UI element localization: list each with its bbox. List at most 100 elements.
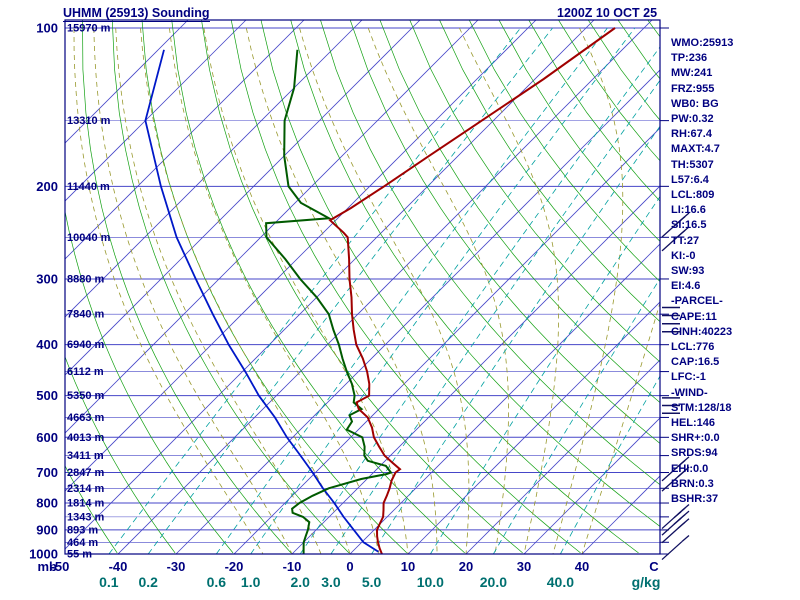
- mixing-ratio-label: 10.0: [417, 574, 444, 590]
- sounding-traces: [144, 27, 616, 554]
- stat-line: KI:-0: [671, 249, 696, 262]
- stat-line: CAPE:11: [671, 310, 717, 323]
- stat-line: SHR+:0.0: [671, 432, 720, 445]
- wind-barb: [661, 466, 690, 492]
- isotherm-line: [65, 20, 479, 434]
- dry-adiabat-line: [290, 20, 660, 527]
- height-label: 3411 m: [67, 450, 104, 462]
- pressure-tick-label: 400: [36, 337, 58, 352]
- height-label: 6112 m: [67, 366, 104, 378]
- parcel-trace: [144, 49, 379, 553]
- dry-adiabat-line: [409, 20, 660, 363]
- dry-adiabat-line: [320, 20, 660, 486]
- mixing-ratio-label: 0.1: [99, 574, 119, 590]
- mixing-ratio-label: 1.0: [241, 574, 261, 590]
- height-label: 5350 m: [67, 390, 105, 402]
- temp-tick-label: 20: [459, 559, 473, 574]
- temp-tick-label: -40: [109, 559, 128, 574]
- moist-adiabat-line: [93, 27, 293, 554]
- pressure-tick-label: 1000: [29, 547, 58, 562]
- height-label: 13310 m: [67, 115, 111, 127]
- wind-barb-tick: [673, 517, 682, 525]
- mixing-ratio-label: 40.0: [547, 574, 574, 590]
- height-label: 1814 m: [67, 498, 105, 510]
- pressure-tick-label: 200: [36, 179, 58, 194]
- sounding-datetime: 1200Z 10 OCT 25: [557, 6, 658, 20]
- stat-line: TT:27: [671, 234, 700, 247]
- mixing-ratio-line: [299, 46, 660, 554]
- wind-barb-tick: [677, 459, 686, 467]
- stat-line: SI:16.5: [671, 219, 707, 232]
- wind-barb: [661, 456, 690, 482]
- wind-barb-tick: [677, 521, 686, 529]
- isotherm-line: [65, 20, 305, 260]
- stat-line: HEL:146: [671, 417, 716, 430]
- isotherm-line: [349, 243, 660, 554]
- mixing-ratio-line: [330, 79, 660, 554]
- moist-adiabat-line: [581, 301, 660, 554]
- height-label: 1343 m: [67, 511, 105, 523]
- dry-adiabat-line: [349, 20, 660, 444]
- wind-barb-tick: [677, 229, 686, 237]
- isotherm-line: [65, 20, 537, 492]
- mixing-ratio-line: [493, 277, 660, 554]
- height-label: 464 m: [67, 537, 98, 549]
- mixing-ratio-line: [147, 27, 553, 554]
- stat-line: STM:128/18: [671, 401, 732, 414]
- height-label: 15970 m: [67, 23, 111, 35]
- moist-adiabat-line: [140, 27, 351, 554]
- dry-adiabat-line: [65, 209, 234, 554]
- moist-adiabat-line: [367, 27, 509, 554]
- moist-adiabat-line: [169, 27, 380, 554]
- moist-adiabat-line: [203, 27, 409, 554]
- stat-line: LFC:-1: [671, 371, 706, 384]
- isotherm-line: [65, 20, 595, 550]
- mixing-ratio-line: [430, 195, 660, 554]
- height-label: 6940 m: [67, 339, 105, 351]
- temp-tick-label: 0: [346, 559, 353, 574]
- mixing-ratio-line: [371, 125, 660, 554]
- wind-barb: [661, 535, 690, 561]
- temp-tick-label: 30: [517, 559, 531, 574]
- isotherm-line: [523, 417, 660, 554]
- dry-adiabat-line: [82, 20, 292, 554]
- stat-line: EI:4.6: [671, 280, 701, 293]
- wind-barb-tick: [673, 219, 682, 227]
- dry-adiabat-line: [65, 355, 176, 554]
- stat-line: -WIND-: [671, 386, 708, 399]
- isotherm-line: [407, 301, 660, 554]
- sounding-title: UHMM (25913) Sounding: [63, 6, 210, 22]
- stat-line: L57:6.4: [671, 173, 709, 186]
- stat-line: WB0: BG: [671, 97, 719, 110]
- axis-decorations: [64, 19, 690, 561]
- stat-line: TH:5307: [671, 158, 714, 171]
- temp-tick-label: -10: [283, 559, 302, 574]
- isotherm-line: [65, 20, 363, 318]
- height-label: 893 m: [67, 524, 98, 536]
- pressure-tick-label: 800: [36, 496, 58, 511]
- isotherm-line: [65, 20, 421, 376]
- pressure-axis-unit: mb: [38, 559, 58, 574]
- stat-line: WMO:25913: [671, 37, 734, 49]
- stat-line: CAP:16.5: [671, 356, 720, 369]
- dry-adiabat-line: [111, 20, 350, 554]
- moist-adiabat-line: [299, 27, 470, 554]
- plot-border: [64, 19, 661, 555]
- height-label: 2847 m: [67, 467, 105, 479]
- wind-barb-shaft: [661, 541, 683, 561]
- moist-adiabat-line: [552, 27, 624, 554]
- dry-adiabat-line: [439, 20, 660, 323]
- height-label: 55 m: [67, 549, 92, 561]
- pressure-tick-label: 500: [36, 388, 58, 403]
- wind-barb-tick: [677, 470, 686, 478]
- wind-barb: [661, 518, 690, 544]
- wind-barb: [661, 510, 690, 536]
- height-label: 2314 m: [67, 483, 105, 495]
- isotherm-line: [233, 127, 660, 554]
- dewpoint-trace: [265, 49, 393, 554]
- dry-adiabat-line: [260, 20, 639, 554]
- mixing-ratio-axis-unit: g/kg: [632, 574, 661, 590]
